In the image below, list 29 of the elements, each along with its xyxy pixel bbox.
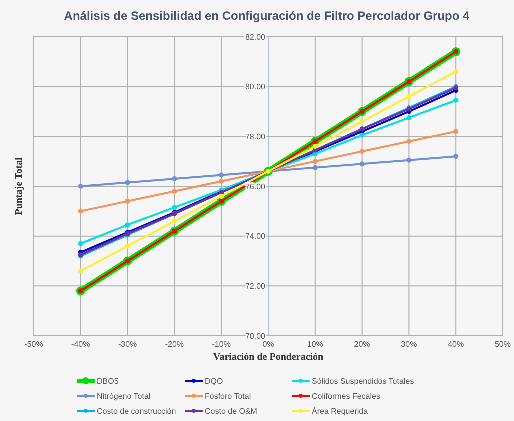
y-axis-title: Puntaje Total (14, 158, 25, 216)
legend-label: Fósforo Total (205, 392, 252, 401)
x-tick-label: 20% (354, 340, 370, 349)
legend-label: DQO (205, 376, 224, 386)
legend-label: Nitrógeno Total (97, 392, 151, 401)
y-tick-label: 72.00 (245, 282, 266, 291)
x-tick-label: 30% (401, 340, 418, 349)
legend-label: Costo de O&M (205, 406, 258, 416)
x-tick-label: -20% (165, 340, 184, 349)
legend-label: Costo de construcción (97, 406, 176, 416)
legend-label: Coliformes Fecales (312, 392, 380, 401)
x-tick-label: -50% (24, 340, 44, 349)
chart-title: Análisis de Sensibilidad en Configuración de Filtro Percolador Grupo 4 (64, 9, 470, 23)
y-tick-label: 70.00 (245, 332, 266, 341)
x-tick-label: 50% (494, 340, 512, 349)
y-tick-label: 82.00 (245, 32, 266, 42)
x-tick-label: 40% (448, 340, 464, 349)
x-tick-label: 0% (262, 340, 274, 349)
legend-label: DBO5 (97, 376, 120, 386)
legend-label: Sólidos Suspendidos Totales (312, 376, 414, 386)
x-axis-title: Variación de Ponderación (213, 352, 324, 363)
y-tick-label: 80.00 (245, 82, 266, 92)
y-tick-label: 74.00 (245, 232, 266, 242)
x-tick-label: 10% (307, 340, 324, 349)
y-tick-label: 78.00 (245, 132, 266, 142)
x-tick-label: -10% (212, 340, 231, 349)
x-tick-label: -40% (72, 340, 90, 349)
x-tick-label: -30% (118, 340, 138, 349)
legend-label: Área Requerida (312, 406, 369, 416)
